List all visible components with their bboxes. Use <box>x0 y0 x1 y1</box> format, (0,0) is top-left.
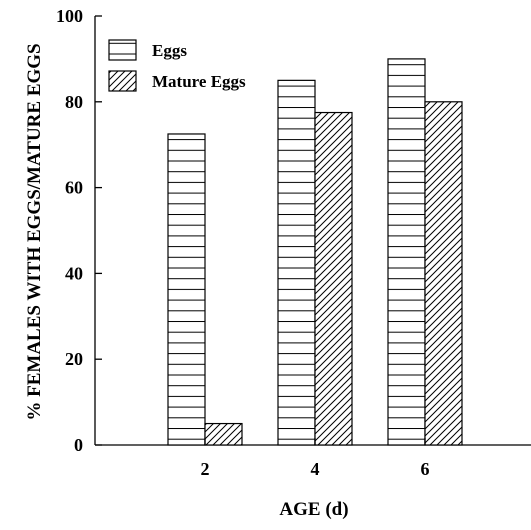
legend-swatch-mature-eggs <box>108 70 137 92</box>
y-tick-label: 40 <box>65 263 83 283</box>
ticks: 0 20 40 60 80 100 2 4 6 <box>56 6 430 479</box>
x-tick-label: 2 <box>201 459 210 479</box>
legend-label-eggs: Eggs <box>152 41 187 60</box>
bars <box>167 58 463 446</box>
eggs-bar-6 <box>387 58 426 446</box>
eggs-bar-4 <box>277 79 316 446</box>
legend-swatch-eggs <box>108 39 137 61</box>
legend: Eggs Mature Eggs <box>108 39 246 92</box>
y-tick-label: 0 <box>74 435 83 455</box>
legend-label-mature-eggs: Mature Eggs <box>152 72 246 91</box>
y-tick-label: 60 <box>65 178 83 198</box>
y-axis-label: % FEMALES WITH EGGS/MATURE EGGS <box>24 43 45 420</box>
x-axis-label: AGE (d) <box>279 499 348 520</box>
y-tick-label: 20 <box>65 349 83 369</box>
x-tick-label: 4 <box>311 459 320 479</box>
y-tick-label: 80 <box>65 92 83 112</box>
mature-eggs-bar-2 <box>204 422 243 446</box>
eggs-bar-2 <box>167 133 206 446</box>
mature-eggs-bar-4 <box>314 111 353 446</box>
y-tick-label: 100 <box>56 6 83 26</box>
x-tick-label: 6 <box>421 459 430 479</box>
mature-eggs-bar-6 <box>424 101 463 446</box>
